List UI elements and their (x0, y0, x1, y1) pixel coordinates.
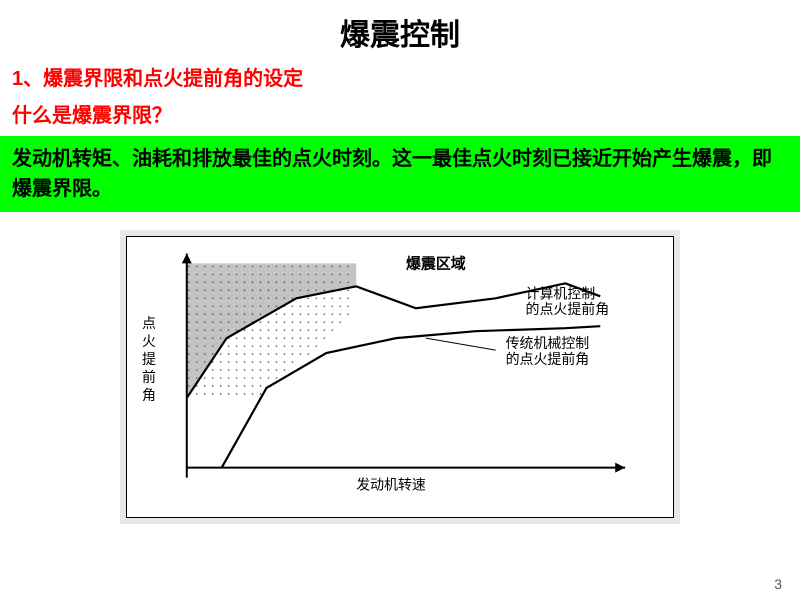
svg-text:计算机控制: 计算机控制 (526, 285, 596, 301)
svg-text:角: 角 (142, 387, 156, 403)
svg-text:前: 前 (142, 369, 156, 385)
svg-text:的点火提前角: 的点火提前角 (506, 351, 590, 367)
svg-text:点: 点 (142, 315, 156, 331)
svg-text:火: 火 (142, 333, 156, 349)
definition-banner: 发动机转矩、油耗和排放最佳的点火时刻。这一最佳点火时刻已接近开始产生爆震，即爆震… (0, 136, 800, 212)
svg-text:传统机械控制: 传统机械控制 (506, 335, 590, 351)
chart: 爆震区域计算机控制的点火提前角传统机械控制的点火提前角发动机转速点火提前角 (126, 236, 674, 518)
svg-text:发动机转速: 发动机转速 (356, 477, 426, 493)
section-heading: 1、爆震界限和点火提前角的设定 (0, 54, 800, 95)
svg-text:的点火提前角: 的点火提前角 (526, 301, 610, 317)
page-number: 3 (774, 576, 782, 592)
svg-text:爆震区域: 爆震区域 (406, 254, 466, 272)
chart-container: 爆震区域计算机控制的点火提前角传统机械控制的点火提前角发动机转速点火提前角 (120, 230, 680, 524)
knock-chart-svg: 爆震区域计算机控制的点火提前角传统机械控制的点火提前角发动机转速点火提前角 (127, 237, 673, 517)
svg-text:提: 提 (142, 351, 156, 367)
section-subheading: 什么是爆震界限？ (0, 95, 800, 136)
page-title: 爆震控制 (0, 0, 800, 54)
